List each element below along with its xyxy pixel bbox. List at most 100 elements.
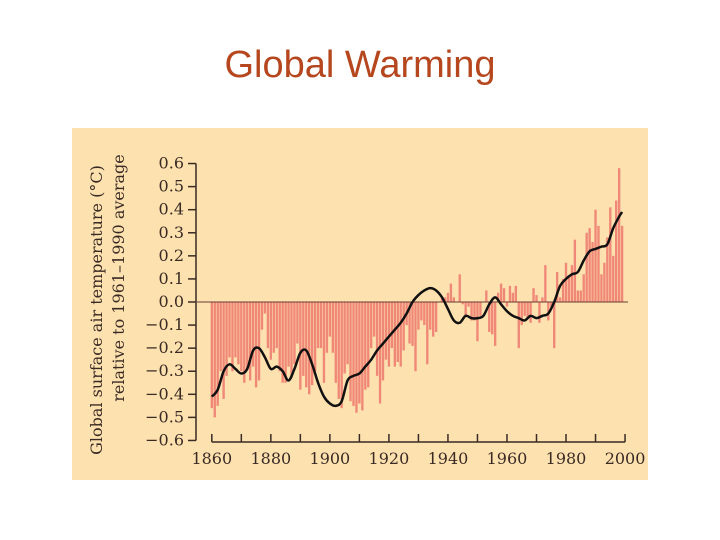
anomaly-bar-1878 bbox=[263, 302, 267, 314]
anomaly-bar-1883 bbox=[278, 302, 281, 372]
anomaly-bar-1865 bbox=[225, 302, 228, 376]
anomaly-bar-1950 bbox=[476, 302, 479, 342]
y-tick-label: 0.4 bbox=[159, 200, 184, 219]
anomaly-bar-1902 bbox=[334, 302, 337, 383]
anomaly-bar-1989 bbox=[591, 242, 594, 302]
anomaly-bar-1911 bbox=[361, 302, 364, 411]
anomaly-bar-1904 bbox=[340, 302, 343, 409]
y-tick-label: 0.0 bbox=[159, 292, 184, 311]
x-tick-label: 1860 bbox=[191, 449, 232, 468]
anomaly-bar-1882 bbox=[275, 302, 278, 349]
anomaly-bar-1913 bbox=[367, 302, 370, 388]
anomaly-bar-1958 bbox=[499, 283, 503, 302]
anomaly-bar-1944 bbox=[458, 274, 461, 302]
anomaly-bar-1969 bbox=[532, 288, 535, 302]
anomaly-bar-1866 bbox=[228, 302, 231, 358]
anomaly-bar-1999 bbox=[620, 225, 624, 302]
y-axis: 0.6 0.5 0.4 0.3 0.2 0.1 0.0 −0.1 −0.2 −0.3 −0.4 −0.… bbox=[145, 154, 197, 449]
y-tick-label: −0.1 bbox=[145, 315, 184, 334]
x-tick-label: 1980 bbox=[546, 449, 587, 468]
anomaly-bar-1912 bbox=[364, 302, 367, 390]
anomaly-bar-1970 bbox=[535, 295, 538, 302]
anomaly-bar-1985 bbox=[579, 290, 582, 302]
anomaly-bar-1934 bbox=[429, 302, 432, 330]
anomaly-bar-1895 bbox=[313, 302, 317, 372]
anomaly-bar-1867 bbox=[231, 302, 234, 372]
anomaly-bar-1961 bbox=[508, 285, 512, 302]
x-tick-label: 1960 bbox=[487, 449, 528, 468]
anomaly-bar-1930 bbox=[417, 302, 420, 330]
anomaly-bar-1963 bbox=[514, 285, 518, 302]
smoothed-trend-line bbox=[210, 211, 624, 408]
anomaly-bar-1893 bbox=[308, 302, 311, 395]
x-tick-label: 1880 bbox=[250, 449, 291, 468]
anomaly-bar-1863 bbox=[219, 302, 222, 372]
anomaly-bar-1881 bbox=[272, 302, 275, 353]
anomaly-bar-1994 bbox=[606, 237, 609, 302]
anomaly-bar-1974 bbox=[547, 302, 550, 321]
anomaly-bar-1870 bbox=[240, 302, 243, 372]
y-axis-label-line2: relative to 1961–1990 average bbox=[109, 154, 128, 402]
anomaly-bar-1900 bbox=[328, 302, 332, 337]
anomaly-bar-1917 bbox=[378, 302, 382, 404]
x-tick-label: 2000 bbox=[605, 449, 646, 468]
anomaly-bar-1887 bbox=[290, 302, 293, 379]
anomaly-bar-1886 bbox=[287, 302, 290, 367]
anomaly-bar-1988 bbox=[588, 228, 591, 302]
anomaly-bar-1896 bbox=[316, 302, 320, 349]
anomaly-bar-1877 bbox=[260, 302, 264, 330]
anomaly-bar-1983 bbox=[573, 239, 577, 302]
anomaly-bar-1892 bbox=[305, 302, 308, 388]
chart-panel: Global surface air temperature (°C) rela… bbox=[72, 128, 648, 480]
anomaly-bar-1966 bbox=[523, 302, 526, 316]
anomaly-bar-1888 bbox=[293, 302, 296, 365]
y-tick-label: −0.5 bbox=[145, 407, 184, 426]
anomaly-bar-1940 bbox=[446, 292, 450, 302]
anomaly-bar-1984 bbox=[576, 290, 579, 302]
y-axis-label-line1: Global surface air temperature (°C) bbox=[87, 165, 106, 455]
y-tick-label: 0.3 bbox=[159, 223, 184, 242]
anomaly-bar-1956 bbox=[493, 302, 497, 346]
anomaly-bar-1941 bbox=[449, 283, 453, 302]
anomaly-bar-1884 bbox=[281, 302, 284, 383]
anomaly-bar-1932 bbox=[423, 302, 426, 326]
anomaly-bar-1933 bbox=[426, 302, 429, 365]
anomaly-bar-1918 bbox=[381, 302, 385, 381]
anomaly-bar-1874 bbox=[251, 302, 255, 367]
anomaly-bar-1981 bbox=[567, 276, 571, 302]
anomaly-bar-1976 bbox=[553, 302, 556, 349]
anomaly-bar-1998 bbox=[617, 168, 621, 302]
anomaly-bar-1905 bbox=[343, 302, 346, 374]
x-tick-label: 1940 bbox=[428, 449, 469, 468]
anomaly-bar-1960 bbox=[505, 302, 509, 307]
anomaly-bar-1910 bbox=[358, 302, 361, 404]
anomaly-bar-1931 bbox=[420, 302, 423, 321]
anomaly-bar-1968 bbox=[529, 302, 532, 323]
anomaly-bar-1879 bbox=[266, 302, 270, 349]
anomaly-bar-1957 bbox=[496, 292, 500, 302]
anomaly-bar-1953 bbox=[485, 290, 488, 302]
anomaly-bar-1978 bbox=[558, 297, 562, 302]
y-tick-label: −0.4 bbox=[145, 384, 184, 403]
y-tick-label: −0.6 bbox=[145, 430, 184, 449]
y-tick-label: −0.3 bbox=[145, 361, 184, 380]
anomaly-bar-1927 bbox=[408, 302, 411, 344]
anomaly-bar-1971 bbox=[538, 302, 541, 323]
anomaly-bar-1873 bbox=[249, 302, 252, 381]
anomaly-bar-1965 bbox=[520, 302, 523, 326]
anomaly-bar-1942 bbox=[452, 297, 456, 302]
x-axis: 1860 1880 1900 1920 1940 1960 1980 2000 bbox=[191, 434, 645, 468]
anomaly-bar-1871 bbox=[243, 302, 246, 383]
anomaly-bar-1864 bbox=[222, 302, 225, 399]
anomaly-bar-1862 bbox=[216, 302, 219, 406]
anomaly-bar-1995 bbox=[609, 207, 612, 302]
anomaly-bar-1890 bbox=[299, 302, 302, 390]
anomaly-bar-1885 bbox=[284, 302, 287, 383]
anomaly-bar-1861 bbox=[213, 302, 216, 418]
slide-title: Global Warming bbox=[224, 44, 496, 86]
anomaly-bar-1898 bbox=[322, 302, 326, 383]
y-tick-label: 0.2 bbox=[159, 246, 184, 265]
anomaly-bar-1975 bbox=[550, 302, 553, 307]
anomaly-bar-1945 bbox=[461, 302, 464, 305]
anomaly-bar-1929 bbox=[414, 302, 417, 372]
